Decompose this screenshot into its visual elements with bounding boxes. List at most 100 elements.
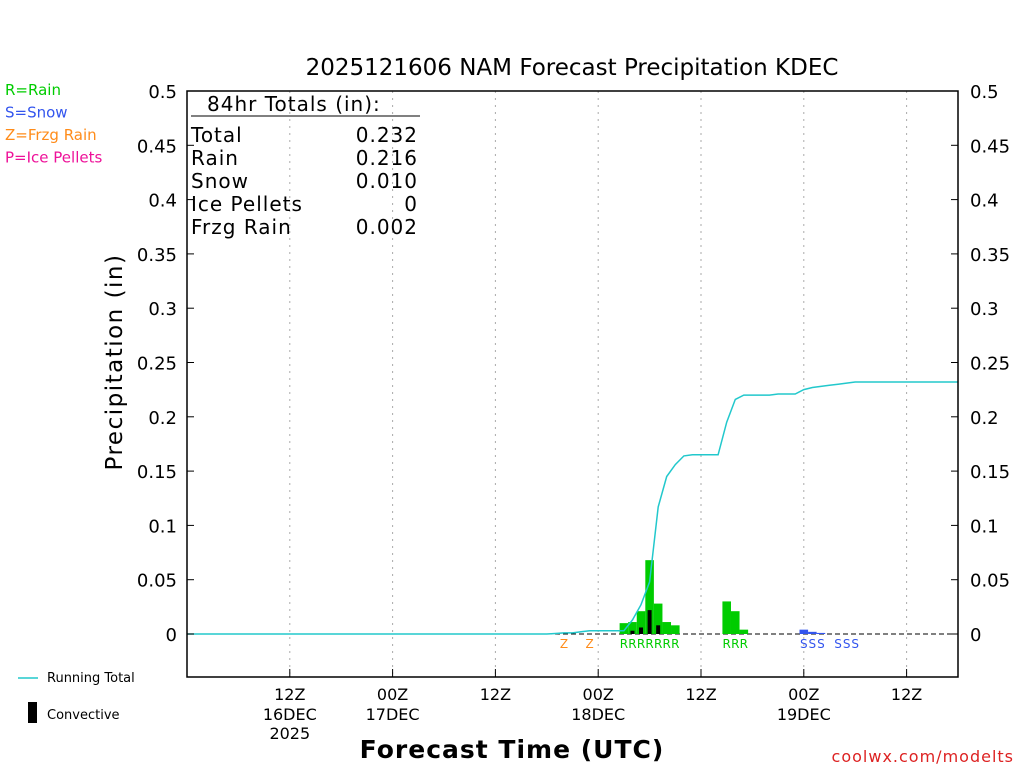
totals-label: Rain — [191, 146, 239, 170]
x-tick-label: 00Z — [377, 685, 408, 704]
totals-value: 0.216 — [356, 146, 418, 170]
plot-frame — [186, 90, 959, 678]
y-tick-label-left: 0 — [166, 625, 177, 646]
legend-entry: Z=Frzg Rain — [5, 126, 97, 144]
x-tick-label: 00Z — [788, 685, 819, 704]
y-tick-label-left: 0.5 — [148, 82, 177, 103]
totals-label: Ice Pellets — [191, 192, 303, 216]
bottom-legend: Running Total Convective — [18, 671, 135, 723]
x-tick-year: 2025 — [269, 724, 310, 743]
ptype-label: R — [628, 637, 636, 651]
x-tick-label: 00Z — [583, 685, 614, 704]
y-tick-label-left: 0.3 — [148, 299, 177, 320]
totals-label: Snow — [191, 169, 249, 193]
ptype-label: S — [843, 637, 851, 651]
y-tick-label-right: 0.45 — [970, 136, 1010, 157]
ptype-label: R — [645, 637, 653, 651]
ptype-label: R — [740, 637, 748, 651]
y-tick-label-left: 0.35 — [137, 245, 177, 266]
y-tick-label-right: 0.15 — [970, 462, 1010, 483]
y-tick-label-right: 0.3 — [970, 299, 999, 320]
y-tick-label-left: 0.45 — [137, 136, 177, 157]
totals-label: Total — [190, 123, 243, 147]
y-tick-label-right: 0.05 — [970, 571, 1010, 592]
ptype-label: R — [620, 637, 628, 651]
x-tick-label: 12Z — [891, 685, 922, 704]
totals-value: 0.232 — [356, 123, 418, 147]
precip-bar — [645, 560, 654, 634]
x-axis-label: Forecast Time (UTC) — [360, 735, 665, 764]
totals-value: 0 — [404, 192, 418, 216]
y-tick-label-right: 0.4 — [970, 191, 999, 212]
ptype-label: S — [817, 637, 825, 651]
convective-bar — [630, 630, 635, 634]
chart-title: 2025121606 NAM Forecast Precipitation KD… — [306, 55, 839, 81]
ptype-label: S — [809, 637, 817, 651]
x-tick-label: 12Z — [685, 685, 716, 704]
x-tick-date: 18DEC — [571, 705, 625, 724]
precip-bar — [628, 622, 637, 634]
totals-value: 0.002 — [356, 215, 418, 239]
y-axis: 0.5 0.5 0.45 0.45 0.4 0.4 0.35 0.35 0.3 0.3 0.25 0.… — [137, 82, 1010, 646]
y-tick-label-right: 0.35 — [970, 245, 1010, 266]
y-tick-label-left: 0.15 — [137, 462, 177, 483]
precip-bar — [808, 631, 817, 634]
precip-bar — [730, 611, 740, 634]
totals-box: 84hr Totals (in): Total 0.232 Rain 0.216 Sno… — [190, 92, 420, 239]
y-tick-label-left: 0.05 — [137, 571, 177, 592]
running-total-legend-label: Running Total — [47, 671, 135, 686]
ptype-label: Z — [586, 637, 594, 651]
convective-bar — [647, 610, 652, 634]
x-tick-date: 19DEC — [777, 705, 831, 724]
precip-bar — [662, 622, 672, 634]
ptype-label: R — [637, 637, 645, 651]
precip-bar — [739, 629, 749, 634]
totals-header: 84hr Totals (in): — [207, 92, 381, 116]
precip-bar — [653, 603, 663, 634]
y-tick-label-left: 0.25 — [137, 354, 177, 375]
totals-value: 0.010 — [356, 169, 418, 193]
x-tick-label: 12Z — [274, 685, 305, 704]
y-tick-label-right: 0.1 — [970, 516, 999, 537]
watermark: coolwx.com/modelts — [832, 747, 1014, 766]
y-tick-label-left: 0.4 — [148, 191, 177, 212]
ptype-label: S — [800, 637, 808, 651]
precip-bar — [619, 623, 629, 634]
convective-legend-swatch — [28, 702, 37, 723]
y-tick-label-right: 0.5 — [970, 82, 999, 103]
y-tick-label-right: 0.2 — [970, 408, 999, 429]
y-tick-label-left: 0.2 — [148, 408, 177, 429]
precip-bar — [722, 601, 731, 634]
y-axis-label: Precipitation (in) — [102, 254, 128, 471]
ptype-legend: R=Rain S=Snow Z=Frzg Rain P=Ice Pellets — [5, 81, 102, 167]
ptype-label: S — [851, 637, 859, 651]
x-tick-date: 17DEC — [366, 705, 420, 724]
convective-bar — [639, 627, 644, 634]
precip-bar — [799, 629, 809, 634]
legend-entry: P=Ice Pellets — [5, 149, 102, 167]
precip-bar — [636, 611, 646, 634]
y-tick-label-right: 0 — [970, 625, 981, 646]
legend-entry: S=Snow — [5, 104, 68, 122]
running-total-line — [187, 381, 958, 635]
y-tick-label-right: 0.25 — [970, 354, 1010, 375]
ptype-label: S — [834, 637, 842, 651]
x-tick-date: 16DEC — [263, 705, 317, 724]
ptype-label: R — [731, 637, 739, 651]
ptype-label: R — [663, 637, 671, 651]
x-tick-label: 12Z — [480, 685, 511, 704]
convective-bar — [656, 625, 661, 634]
convective-legend-label: Convective — [47, 708, 120, 723]
precip-bar — [816, 632, 826, 634]
totals-label: Frzg Rain — [191, 215, 292, 239]
precip-bars — [619, 560, 826, 634]
ptype-label: R — [671, 637, 679, 651]
totals-rows: Total 0.232 Rain 0.216 Snow 0.010 Ice Pellets 0… — [190, 123, 418, 239]
legend-entry: R=Rain — [5, 81, 61, 99]
ptype-label: Z — [560, 637, 568, 651]
y-tick-label-left: 0.1 — [148, 516, 177, 537]
precip-bar — [671, 625, 680, 634]
